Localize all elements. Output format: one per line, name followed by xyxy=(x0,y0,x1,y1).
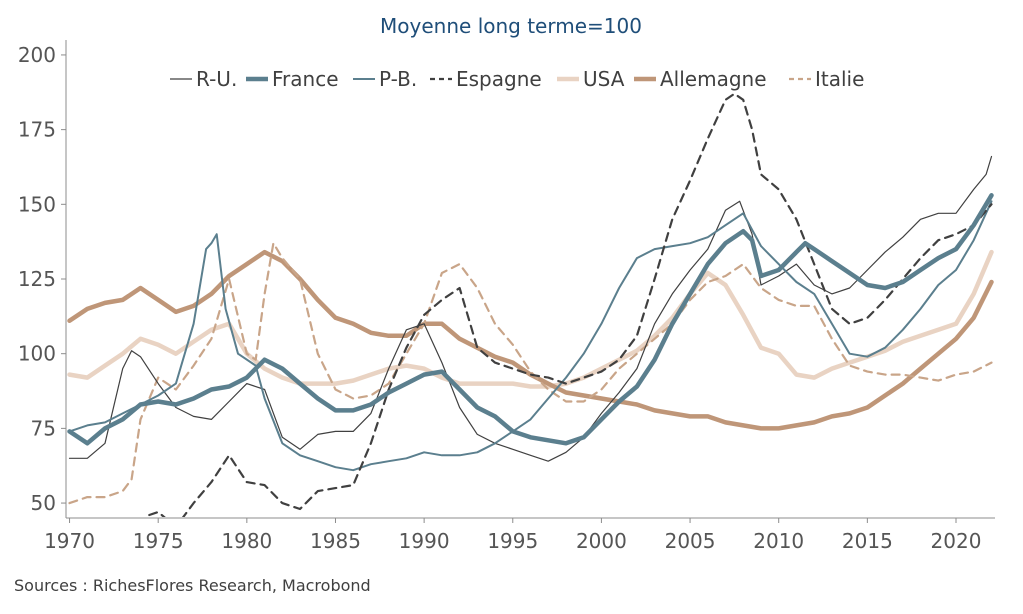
x-tick-label: 2010 xyxy=(753,529,804,553)
y-tick-label: 75 xyxy=(31,416,56,440)
series-line-r-u xyxy=(68,155,993,462)
legend-label: Italie xyxy=(815,67,864,91)
x-tick-label: 2000 xyxy=(576,529,627,553)
x-tick-label: 2005 xyxy=(665,529,716,553)
y-tick-label: 150 xyxy=(18,192,56,216)
legend-label: France xyxy=(272,67,339,91)
legend-label: USA xyxy=(583,67,625,91)
series-line-espagne xyxy=(148,92,993,517)
series-line-p-b xyxy=(68,200,993,472)
x-tick-label: 1980 xyxy=(221,529,272,553)
x-tick-label: 1990 xyxy=(399,529,450,553)
y-tick-label: 125 xyxy=(18,267,56,291)
legend-label: P-B. xyxy=(379,67,417,91)
x-tick-label: 1975 xyxy=(133,529,184,553)
x-tick-label: 1970 xyxy=(44,529,95,553)
y-tick-label: 100 xyxy=(18,342,56,366)
series-line-usa xyxy=(67,249,994,389)
legend-label: R-U. xyxy=(196,67,237,91)
x-tick-label: 1995 xyxy=(487,529,538,553)
x-tick-label: 2020 xyxy=(931,529,982,553)
y-tick-label: 175 xyxy=(18,118,56,142)
x-tick-label: 1985 xyxy=(310,529,361,553)
y-tick-label: 50 xyxy=(31,491,56,515)
legend: R-U. France P-B. Espagne USA Allemagne Italie xyxy=(170,67,864,91)
axes: 50 75 100 125 150 175 200 1970 1975 1980 1985 1990 1… xyxy=(18,40,995,553)
series-line-france xyxy=(67,193,994,446)
series-layer xyxy=(67,92,994,517)
chart-title: Moyenne long terme=100 xyxy=(380,14,642,38)
legend-label: Allemagne xyxy=(660,67,767,91)
y-tick-label: 200 xyxy=(18,43,56,67)
series-line-allemagne xyxy=(67,249,994,431)
source-note: Sources : RichesFlores Research, Macrobo… xyxy=(14,576,371,595)
series-line-italie xyxy=(68,242,993,505)
legend-label: Espagne xyxy=(456,67,542,91)
x-tick-label: 2015 xyxy=(842,529,893,553)
